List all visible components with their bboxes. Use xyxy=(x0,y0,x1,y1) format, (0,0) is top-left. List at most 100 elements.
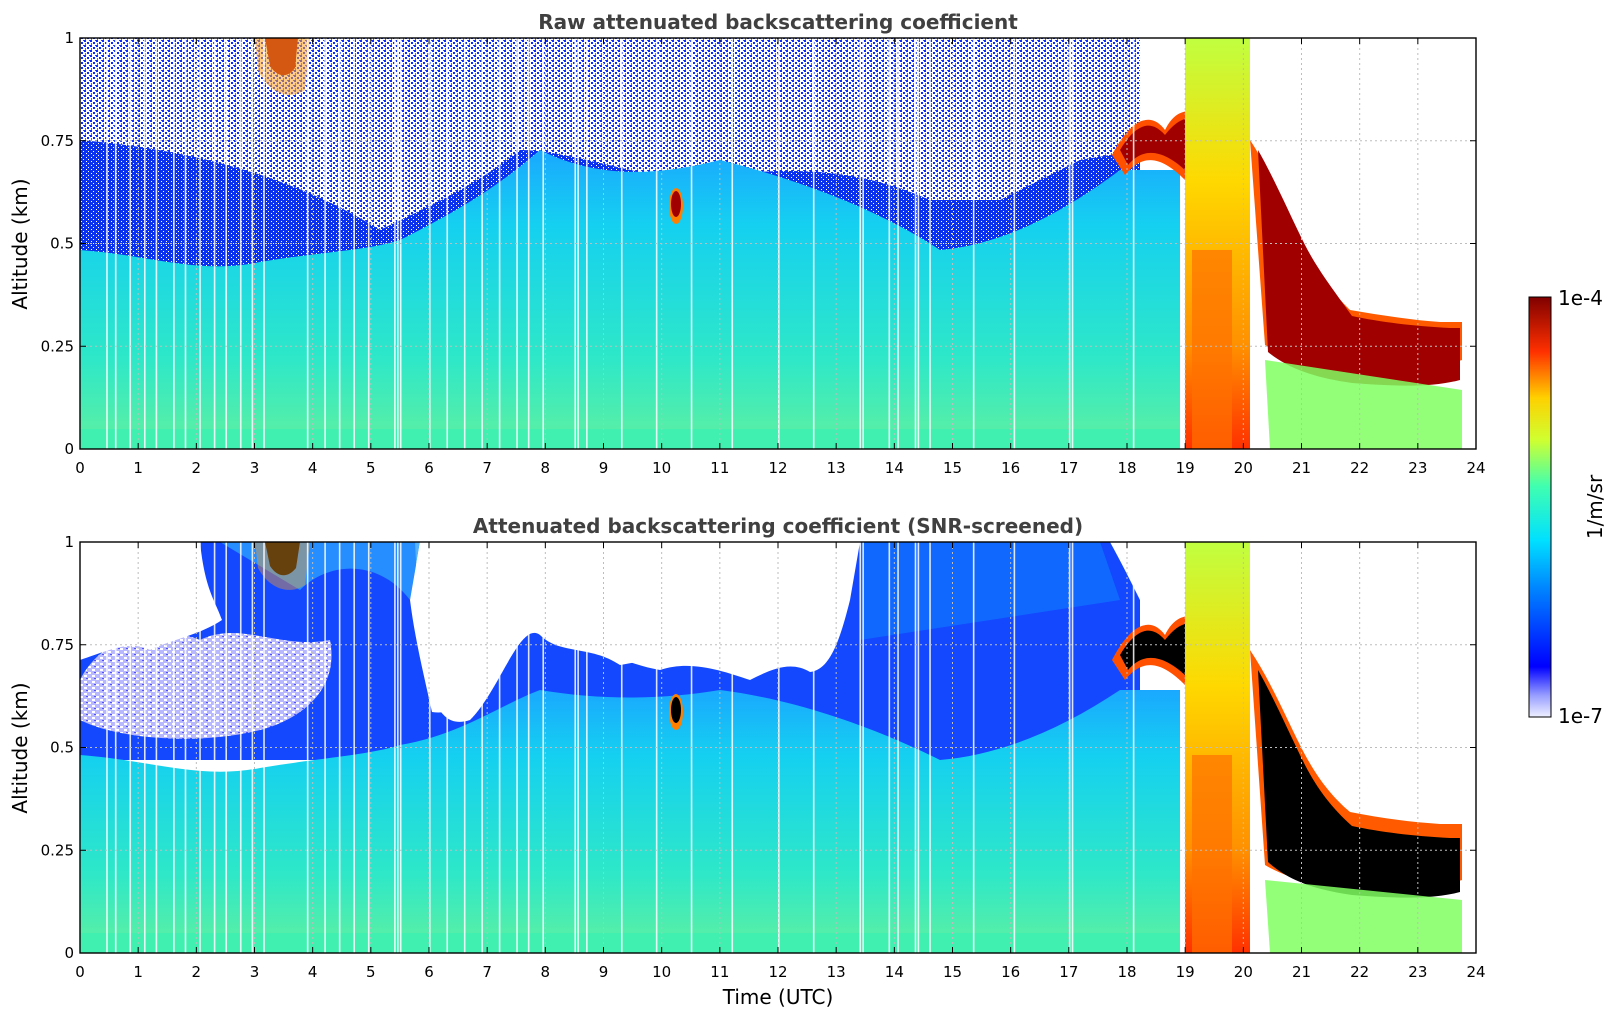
gap-streak xyxy=(917,38,920,449)
cloud-patch xyxy=(671,191,681,217)
x-tick-label: 10 xyxy=(652,963,671,981)
y-axis-ticks: 0 0.25 0.5 0.75 1 xyxy=(41,29,1476,458)
gap-streak xyxy=(498,542,501,953)
gap-streak xyxy=(446,542,449,953)
x-tick-label: 12 xyxy=(768,963,787,981)
gap-streak xyxy=(394,38,396,449)
x-tick-label: 7 xyxy=(482,459,492,477)
x-tick-label: 9 xyxy=(599,459,609,477)
saturated-cloud-patch xyxy=(671,697,681,723)
y-tick-label: 1 xyxy=(64,29,74,47)
gap-streak xyxy=(812,542,815,953)
x-tick-label: 8 xyxy=(541,459,551,477)
gap-streak xyxy=(213,38,216,449)
gap-streak xyxy=(1013,542,1016,953)
gap-streak xyxy=(542,38,545,449)
raw-backscatter-panel: Raw attenuated backscattering coefficien… xyxy=(8,10,1486,477)
gap-streak xyxy=(429,542,431,953)
gap-streak xyxy=(577,38,579,449)
x-tick-label: 2 xyxy=(192,963,202,981)
gap-streak xyxy=(263,38,265,449)
gap-streak xyxy=(972,542,975,953)
gap-streak xyxy=(306,38,309,449)
gap-streak xyxy=(394,542,396,953)
colorbar-gradient xyxy=(1528,296,1552,718)
y-tick-label: 0.25 xyxy=(41,337,74,355)
gap-streak xyxy=(1068,542,1071,953)
y-axis-label: Altitude (km) xyxy=(8,178,32,309)
gap-streak xyxy=(897,542,899,953)
surface-band xyxy=(80,429,1180,449)
colorbar-max-label: 1e-4 xyxy=(1558,286,1603,310)
saturated-cloud-base xyxy=(1258,670,1460,898)
gap-streak xyxy=(812,38,815,449)
gap-streak xyxy=(498,38,501,449)
gap-streak xyxy=(897,38,899,449)
gap-streak xyxy=(353,38,355,449)
gap-streak xyxy=(367,542,370,953)
y-axis-label: Altitude (km) xyxy=(8,682,32,813)
screened-out-region xyxy=(410,542,860,713)
x-tick-label: 18 xyxy=(1117,459,1136,477)
x-tick-label: 1 xyxy=(133,459,143,477)
gap-streak xyxy=(306,542,309,953)
panel-title: Raw attenuated backscattering coefficien… xyxy=(538,10,1018,34)
x-tick-label: 4 xyxy=(308,963,318,981)
y-tick-label: 0.75 xyxy=(41,636,74,654)
x-tick-label: 21 xyxy=(1292,459,1311,477)
gap-streak xyxy=(1132,542,1135,953)
gap-streak xyxy=(862,38,864,449)
gap-streak xyxy=(251,542,254,953)
gap-streak xyxy=(1071,542,1074,953)
x-tick-label: 7 xyxy=(482,963,492,981)
gap-streak xyxy=(888,38,891,449)
gap-streak xyxy=(917,542,920,953)
gap-streak xyxy=(173,542,175,953)
gap-streak xyxy=(1068,38,1071,449)
x-tick-label: 15 xyxy=(943,963,962,981)
gap-streak xyxy=(251,38,254,449)
y-tick-label: 0.5 xyxy=(50,739,74,757)
grid-lines xyxy=(80,542,1476,953)
x-tick-label: 13 xyxy=(827,459,846,477)
x-tick-label: 3 xyxy=(250,963,260,981)
gap-streak xyxy=(731,542,734,953)
boundary-layer xyxy=(80,150,1180,449)
x-tick-label: 24 xyxy=(1466,459,1485,477)
grid-lines xyxy=(80,38,1476,449)
x-axis-label: Time (UTC) xyxy=(722,985,834,1009)
gap-streak xyxy=(527,542,530,953)
x-tick-label: 23 xyxy=(1408,459,1427,477)
gap-streak xyxy=(542,542,545,953)
x-tick-label: 4 xyxy=(308,459,318,477)
gap-streak xyxy=(338,38,341,449)
x-tick-label: 16 xyxy=(1001,963,1020,981)
gap-streak xyxy=(143,542,146,953)
x-tick-label: 15 xyxy=(943,459,962,477)
x-tick-label: 3 xyxy=(250,459,260,477)
x-tick-label: 0 xyxy=(75,963,85,981)
x-tick-label: 20 xyxy=(1234,963,1253,981)
colorbar-unit-label: 1/m/sr xyxy=(1583,474,1607,539)
x-tick-label: 14 xyxy=(885,459,904,477)
y-tick-label: 0 xyxy=(64,440,74,458)
x-tick-label: 8 xyxy=(541,963,551,981)
gap-streak xyxy=(143,38,146,449)
colorbar-min-label: 1e-7 xyxy=(1558,704,1603,728)
x-tick-label: 1 xyxy=(133,963,143,981)
x-tick-label: 23 xyxy=(1408,963,1427,981)
gap-streak xyxy=(862,542,864,953)
gap-streak xyxy=(577,542,579,953)
gap-streak xyxy=(516,542,518,953)
gap-streak xyxy=(778,542,780,953)
x-tick-label: 19 xyxy=(1176,459,1195,477)
x-tick-label: 14 xyxy=(885,963,904,981)
gap-streak xyxy=(173,38,175,449)
x-tick-label: 11 xyxy=(710,459,729,477)
x-tick-label: 22 xyxy=(1350,459,1369,477)
x-tick-label: 11 xyxy=(710,963,729,981)
gap-streak xyxy=(527,38,530,449)
panel-title: Attenuated backscattering coefficient (S… xyxy=(473,514,1083,538)
boundary-layer xyxy=(80,690,1180,953)
